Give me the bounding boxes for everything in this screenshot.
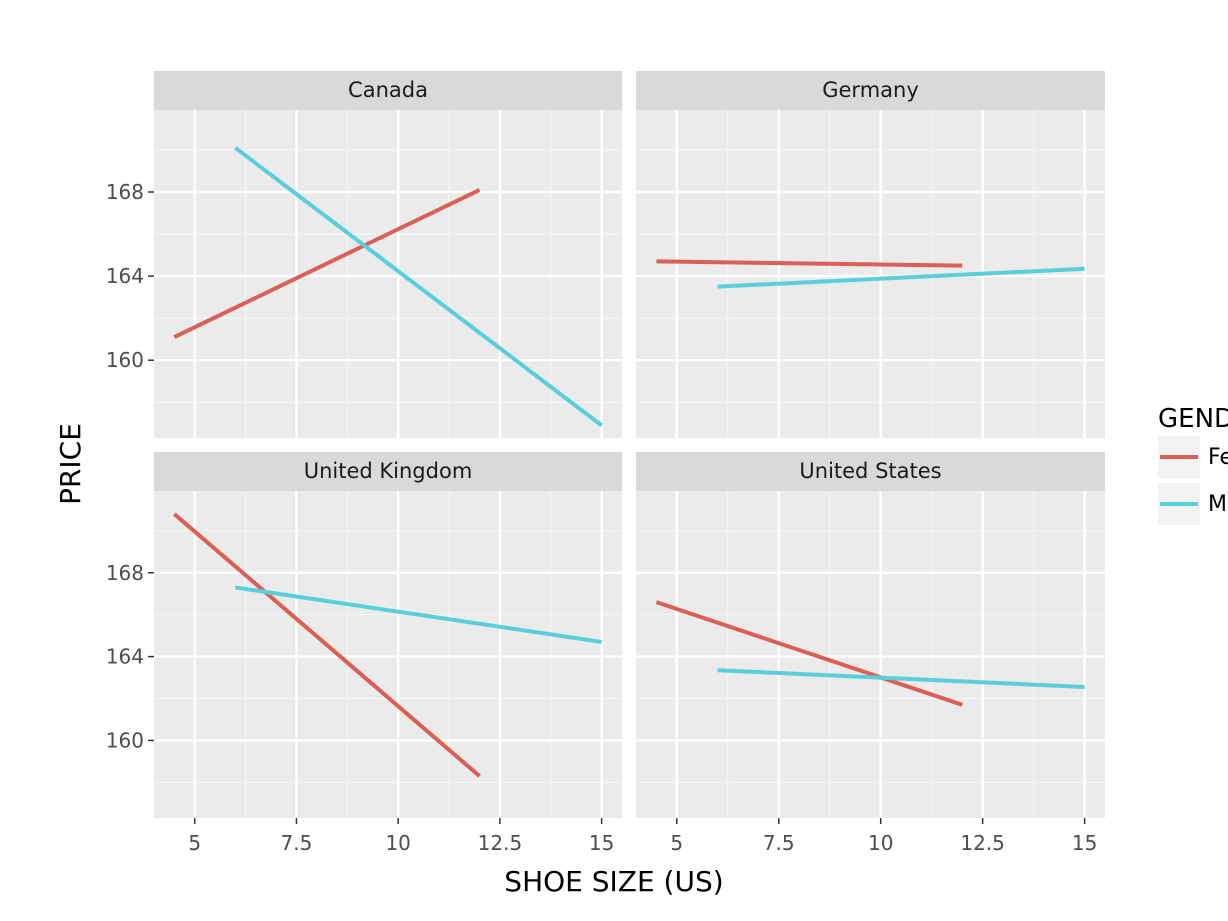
facet-panels: Canada Germany United Kingdom United States — [154, 71, 1105, 818]
strip-label-germany: Germany — [822, 78, 919, 102]
legend: GEND Fe M — [1158, 404, 1228, 525]
strip-germany — [636, 71, 1105, 110]
strip-canada — [154, 71, 622, 110]
series-line-male-canada — [234, 146, 603, 427]
axes: 160 164 168 160 164 168 5 7.5 10 12.5 15 5 7.5 10 12.5… — [106, 180, 1098, 855]
x-tick-label: 7.5 — [281, 831, 313, 855]
x-axis-title: SHOE SIZE (US) — [504, 865, 723, 898]
series-line-female-canada — [173, 188, 481, 339]
y-tick-label: 164 — [106, 645, 144, 669]
x-tick-label: 5 — [670, 831, 683, 855]
y-tick-label: 168 — [106, 561, 144, 585]
x-tick-label: 10 — [868, 831, 893, 855]
x-tick-label: 5 — [188, 831, 201, 855]
x-tick-label: 15 — [589, 831, 614, 855]
panel-united-kingdom: United Kingdom — [154, 452, 622, 818]
legend-label-fe: Fe — [1208, 445, 1228, 470]
y-tick-label: 168 — [106, 180, 144, 204]
series-line-male-united-kingdom — [235, 585, 602, 644]
legend-title: GEND — [1158, 404, 1228, 434]
plot-background — [636, 110, 1105, 438]
strip-united-states — [636, 452, 1105, 491]
series-line-female-united-states — [655, 600, 963, 707]
series-line-male-united-states — [717, 668, 1085, 689]
plot-background — [154, 491, 622, 818]
series-line-male-germany — [717, 266, 1085, 289]
panel-united-states: United States — [636, 452, 1105, 818]
series-line-female-united-kingdom — [173, 512, 481, 778]
strip-label-united-kingdom: United Kingdom — [304, 459, 473, 483]
plot-background — [636, 491, 1105, 818]
strip-label-united-states: United States — [799, 459, 941, 483]
series-line-female-germany — [656, 259, 963, 268]
strip-label-canada: Canada — [348, 78, 428, 102]
x-tick-label: 10 — [385, 831, 410, 855]
y-tick-label: 160 — [106, 728, 144, 752]
x-tick-label: 12.5 — [478, 831, 523, 855]
strip-united-kingdom — [154, 452, 622, 491]
y-tick-label: 160 — [106, 348, 144, 372]
panel-canada: Canada — [154, 71, 622, 438]
x-tick-label: 15 — [1072, 831, 1097, 855]
legend-label-m: M — [1208, 492, 1227, 517]
y-tick-label: 164 — [106, 264, 144, 288]
y-axis-title: PRICE — [54, 423, 87, 505]
x-tick-label: 7.5 — [763, 831, 795, 855]
x-tick-label: 12.5 — [960, 831, 1005, 855]
panel-germany: Germany — [636, 71, 1105, 438]
